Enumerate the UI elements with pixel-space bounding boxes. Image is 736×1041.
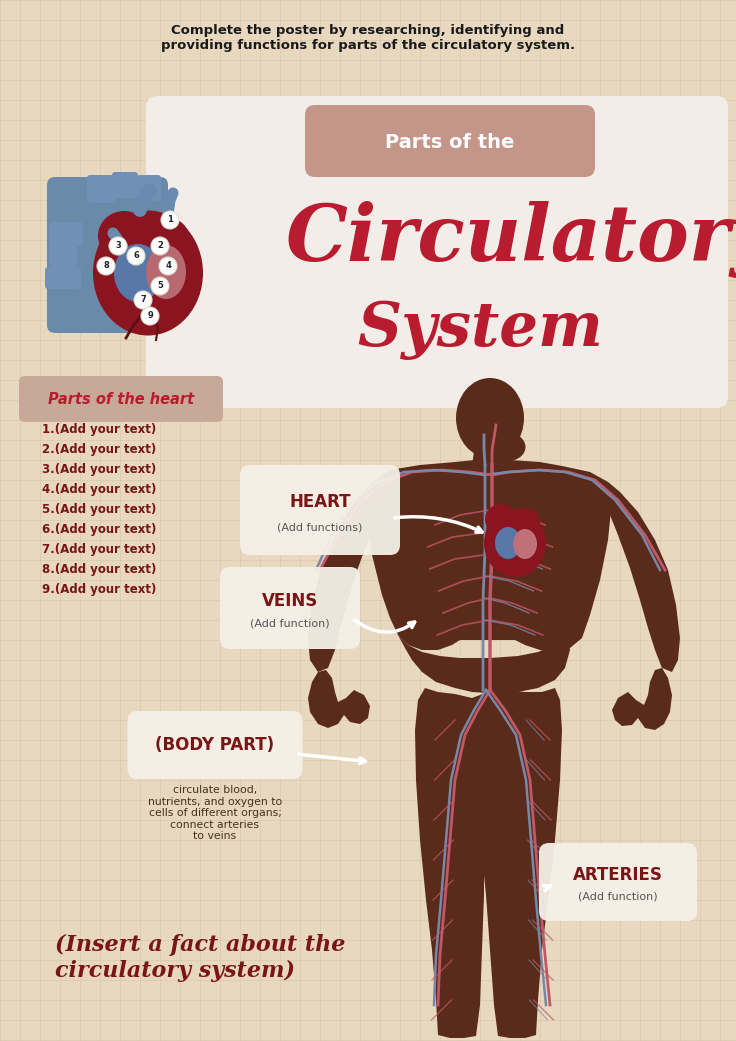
Text: 6.(Add your text): 6.(Add your text) — [42, 524, 156, 536]
Text: (Add function): (Add function) — [250, 618, 330, 629]
Text: 5: 5 — [157, 281, 163, 290]
Text: (BODY PART): (BODY PART) — [155, 736, 275, 754]
Ellipse shape — [485, 504, 517, 534]
Circle shape — [151, 237, 169, 255]
FancyBboxPatch shape — [112, 172, 138, 198]
Polygon shape — [308, 670, 370, 728]
Text: (Insert a fact about the
circulatory system): (Insert a fact about the circulatory sys… — [55, 934, 345, 982]
Text: 8: 8 — [103, 261, 109, 271]
Polygon shape — [415, 688, 484, 1038]
FancyBboxPatch shape — [137, 175, 161, 201]
Circle shape — [127, 247, 145, 265]
FancyBboxPatch shape — [220, 567, 360, 649]
FancyBboxPatch shape — [45, 266, 81, 289]
Ellipse shape — [513, 529, 537, 559]
Circle shape — [161, 211, 179, 229]
Ellipse shape — [484, 509, 546, 577]
FancyBboxPatch shape — [19, 376, 223, 422]
Text: (Add function): (Add function) — [578, 891, 658, 902]
Text: 9.(Add your text): 9.(Add your text) — [42, 584, 156, 596]
Circle shape — [159, 257, 177, 275]
FancyBboxPatch shape — [49, 222, 83, 246]
Circle shape — [151, 277, 169, 295]
Ellipse shape — [98, 211, 150, 261]
FancyBboxPatch shape — [146, 96, 728, 408]
Polygon shape — [308, 478, 388, 672]
Text: 6: 6 — [133, 252, 139, 260]
Text: (Add functions): (Add functions) — [277, 523, 363, 533]
Text: Parts of the: Parts of the — [386, 133, 514, 152]
Text: 2: 2 — [157, 242, 163, 251]
Circle shape — [109, 237, 127, 255]
Polygon shape — [398, 635, 570, 693]
Ellipse shape — [456, 378, 524, 458]
Text: 3: 3 — [115, 242, 121, 251]
Text: 1: 1 — [167, 215, 173, 225]
FancyBboxPatch shape — [539, 843, 697, 921]
Text: 1.(Add your text): 1.(Add your text) — [42, 424, 156, 436]
Ellipse shape — [93, 210, 203, 335]
Polygon shape — [612, 668, 672, 730]
Text: Parts of the heart: Parts of the heart — [48, 391, 194, 406]
Text: System: System — [357, 300, 603, 360]
Ellipse shape — [490, 433, 526, 461]
Circle shape — [141, 307, 159, 325]
Polygon shape — [155, 105, 725, 400]
Text: Circulatory: Circulatory — [285, 202, 736, 279]
Ellipse shape — [146, 245, 186, 299]
Ellipse shape — [114, 244, 162, 302]
Ellipse shape — [510, 508, 540, 535]
Polygon shape — [600, 482, 680, 672]
Text: 7: 7 — [140, 296, 146, 305]
Circle shape — [134, 291, 152, 309]
Text: 8.(Add your text): 8.(Add your text) — [42, 563, 156, 577]
Polygon shape — [470, 452, 510, 478]
FancyBboxPatch shape — [47, 177, 168, 333]
Polygon shape — [472, 688, 562, 1038]
Text: 4.(Add your text): 4.(Add your text) — [42, 483, 156, 497]
FancyBboxPatch shape — [87, 175, 115, 203]
FancyBboxPatch shape — [240, 465, 400, 555]
FancyBboxPatch shape — [127, 711, 302, 779]
FancyBboxPatch shape — [305, 105, 595, 177]
Text: 9: 9 — [147, 311, 153, 321]
Text: ARTERIES: ARTERIES — [573, 866, 663, 884]
Text: 7.(Add your text): 7.(Add your text) — [42, 543, 156, 557]
Text: circulate blood,
nutrients, and oxygen to
cells of different organs;
connect art: circulate blood, nutrients, and oxygen t… — [148, 785, 282, 841]
Text: HEART: HEART — [289, 492, 351, 510]
Text: VEINS: VEINS — [262, 591, 318, 610]
Text: 2.(Add your text): 2.(Add your text) — [42, 443, 156, 457]
Ellipse shape — [495, 527, 521, 559]
Polygon shape — [368, 460, 612, 652]
Text: 3.(Add your text): 3.(Add your text) — [42, 463, 156, 477]
Text: 4: 4 — [165, 261, 171, 271]
Text: 5.(Add your text): 5.(Add your text) — [42, 504, 156, 516]
Circle shape — [97, 257, 115, 275]
Ellipse shape — [142, 217, 190, 263]
FancyBboxPatch shape — [49, 245, 77, 266]
Text: Complete the poster by researching, identifying and
providing functions for part: Complete the poster by researching, iden… — [161, 24, 575, 52]
